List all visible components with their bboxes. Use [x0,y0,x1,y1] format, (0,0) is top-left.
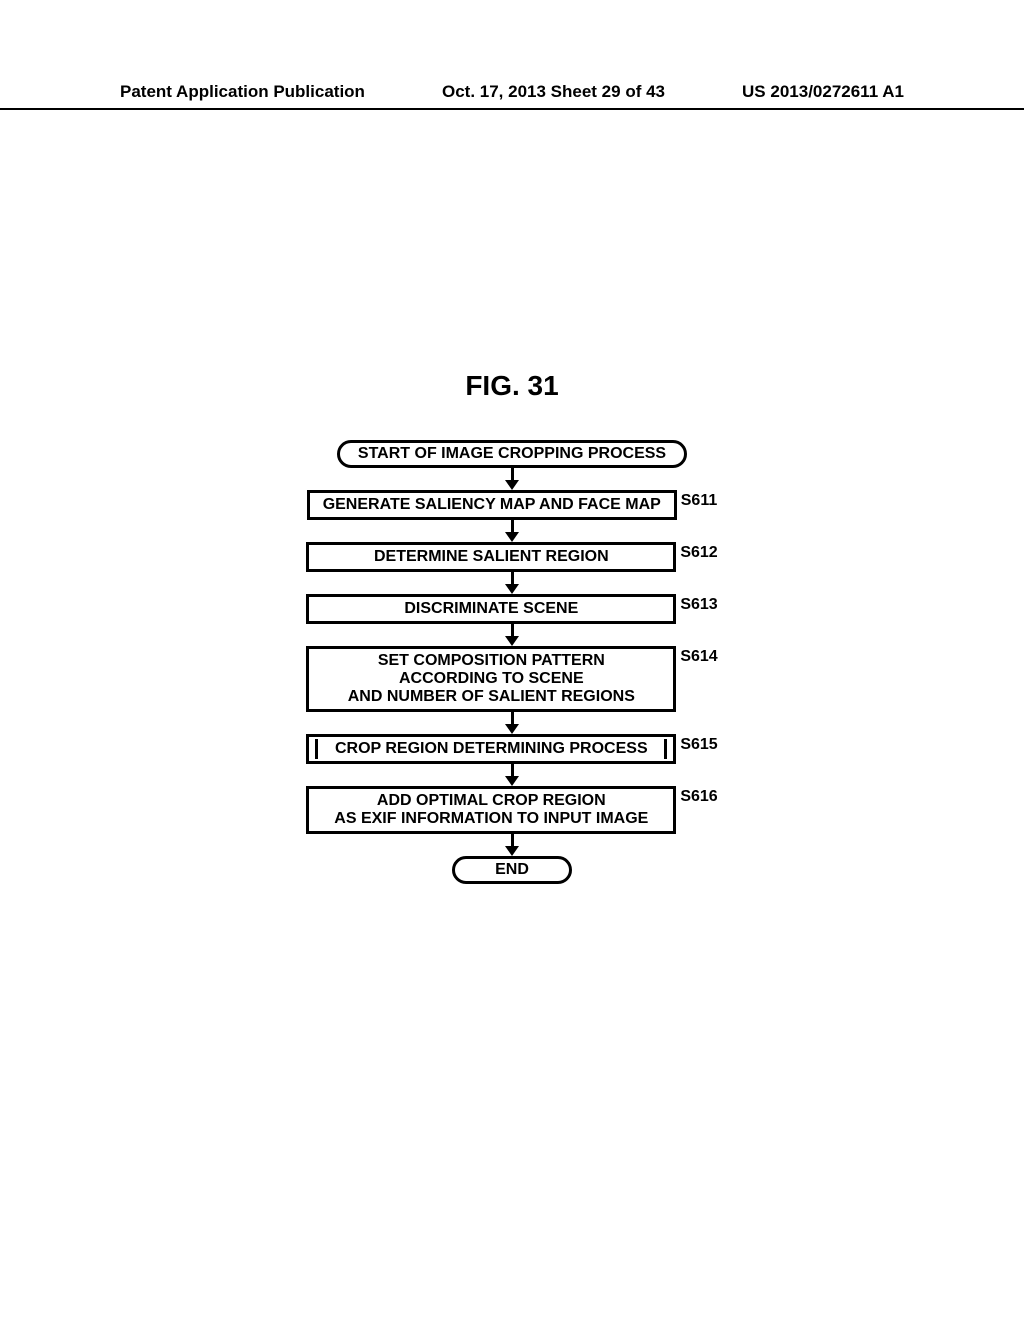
row-s612: DETERMINE SALIENT REGION S612 [0,542,1024,572]
arrow-icon [505,572,519,594]
node-s615: CROP REGION DETERMINING PROCESS [306,734,676,764]
label-s613: S613 [680,596,717,614]
header-left: Patent Application Publication [120,82,365,102]
arrow-icon [505,520,519,542]
label-s612: S612 [680,544,717,562]
page-header: Patent Application Publication Oct. 17, … [0,82,1024,110]
label-s614: S614 [680,648,717,666]
node-s613: DISCRIMINATE SCENE [306,594,676,624]
row-s615: CROP REGION DETERMINING PROCESS S615 [0,734,1024,764]
arrow-icon [505,624,519,646]
flowchart: START OF IMAGE CROPPING PROCESS GENERATE… [0,440,1024,884]
node-s614: SET COMPOSITION PATTERNACCORDING TO SCEN… [306,646,676,712]
header-mid: Oct. 17, 2013 Sheet 29 of 43 [442,82,665,102]
label-s616: S616 [680,788,717,806]
row-s613: DISCRIMINATE SCENE S613 [0,594,1024,624]
header-right: US 2013/0272611 A1 [742,82,904,102]
label-s615: S615 [680,736,717,754]
arrow-icon [505,834,519,856]
node-end: END [452,856,572,884]
arrow-icon [505,468,519,490]
row-s616: ADD OPTIMAL CROP REGIONAS EXIF INFORMATI… [0,786,1024,834]
node-start: START OF IMAGE CROPPING PROCESS [337,440,687,468]
node-s616: ADD OPTIMAL CROP REGIONAS EXIF INFORMATI… [306,786,676,834]
label-s611: S611 [681,492,717,510]
figure-title: FIG. 31 [0,370,1024,402]
node-s611: GENERATE SALIENCY MAP AND FACE MAP [307,490,677,520]
arrow-icon [505,764,519,786]
page: Patent Application Publication Oct. 17, … [0,0,1024,1320]
row-s611: GENERATE SALIENCY MAP AND FACE MAP S611 [0,490,1024,520]
row-s614: SET COMPOSITION PATTERNACCORDING TO SCEN… [0,646,1024,712]
arrow-icon [505,712,519,734]
node-s612: DETERMINE SALIENT REGION [306,542,676,572]
